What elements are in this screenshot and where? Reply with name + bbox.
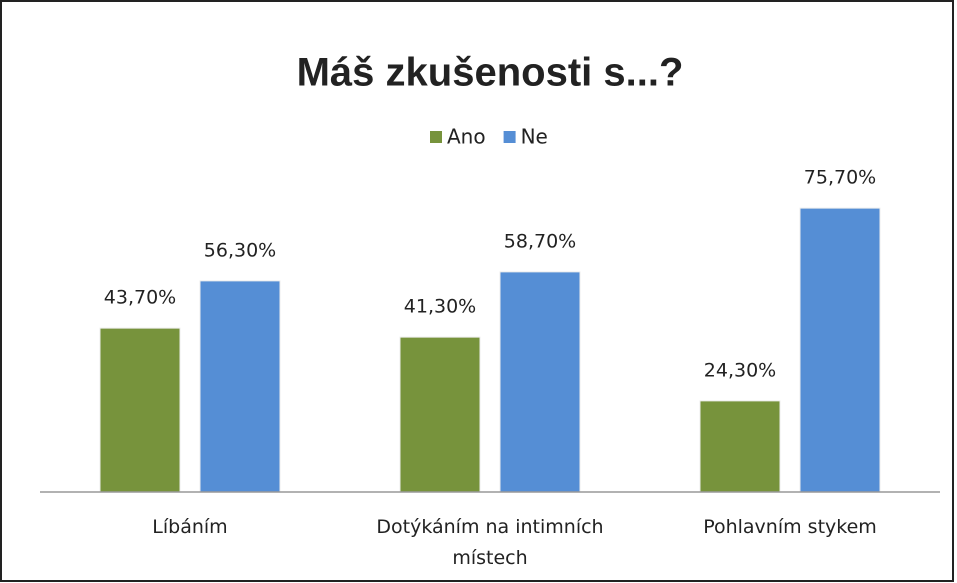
legend-swatch: [503, 131, 516, 143]
legend-swatch: [430, 131, 442, 143]
x-tick-label: Líbáním: [152, 516, 228, 538]
x-tick-label-box: Líbáním: [152, 516, 228, 538]
bar: [199, 280, 281, 493]
bar: [699, 400, 781, 493]
data-label: 24,30%: [704, 359, 776, 381]
data-label: 43,70%: [104, 287, 176, 309]
bar: [399, 336, 481, 493]
x-tick-label: Pohlavním stykem: [703, 516, 877, 538]
data-label: 75,70%: [804, 167, 876, 189]
data-label: 41,30%: [404, 296, 476, 318]
bar: [99, 327, 181, 493]
x-tick-label: Dotýkáním na intimních místech: [376, 516, 604, 569]
data-label: 56,30%: [204, 239, 276, 261]
bar: [799, 207, 881, 493]
legend: Ano Ne: [430, 125, 548, 149]
bar: [499, 271, 581, 493]
legend-label: Ano: [447, 125, 486, 149]
chart-title: Máš zkušenosti s...?: [297, 51, 684, 95]
data-label: 58,70%: [504, 230, 576, 252]
legend-label: Ne: [521, 125, 548, 149]
x-tick-label-box: Pohlavním stykem: [703, 516, 877, 538]
x-tick-label-box: Dotýkáním na intimních místech: [376, 516, 604, 569]
